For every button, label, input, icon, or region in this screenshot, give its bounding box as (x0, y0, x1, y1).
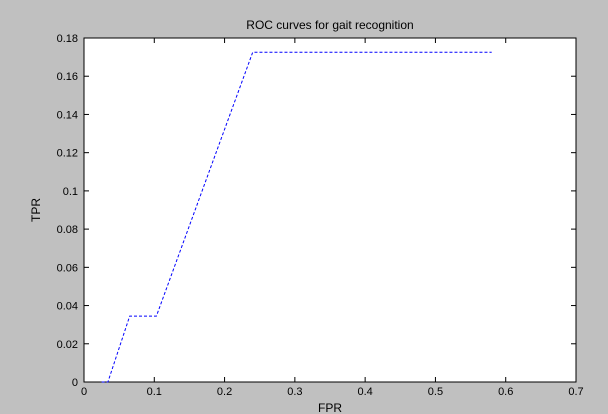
y-axis-label: TPR (29, 198, 43, 222)
x-tick-label: 0.7 (568, 386, 583, 398)
y-tick-label: 0 (72, 377, 78, 389)
x-axis-ticks: 0 0.1 0.2 0.3 0.4 0.5 0.6 0.7 (81, 38, 584, 398)
x-tick-label: 0.6 (498, 386, 513, 398)
y-tick-label: 0.04 (57, 301, 78, 313)
y-tick-label: 0.18 (57, 33, 78, 45)
x-axis-label: FPR (318, 401, 342, 414)
y-tick-label: 0.16 (57, 71, 78, 83)
series-layer (101, 51, 492, 383)
x-tick-label: 0.5 (428, 386, 443, 398)
y-tick-label: 0.14 (57, 109, 78, 121)
roc-curve-line (101, 51, 492, 383)
x-tick-label: 0.1 (147, 386, 162, 398)
y-tick-label: 0.1 (63, 186, 78, 198)
y-tick-label: 0.08 (57, 224, 78, 236)
plot-area (83, 37, 577, 383)
x-tick-label: 0.4 (357, 386, 372, 398)
y-tick-label: 0.02 (57, 339, 78, 351)
y-axis-ticks: 0 0.02 0.04 0.06 0.08 0.1 0.12 0.14 0.16 0.18 (57, 33, 576, 389)
y-tick-label: 0.06 (57, 262, 78, 274)
y-tick-label: 0.12 (57, 148, 78, 160)
x-tick-label: 0.3 (287, 386, 302, 398)
x-tick-label: 0.2 (217, 386, 232, 398)
chart-title: ROC curves for gait recognition (246, 18, 413, 32)
x-tick-label: 0 (81, 386, 87, 398)
